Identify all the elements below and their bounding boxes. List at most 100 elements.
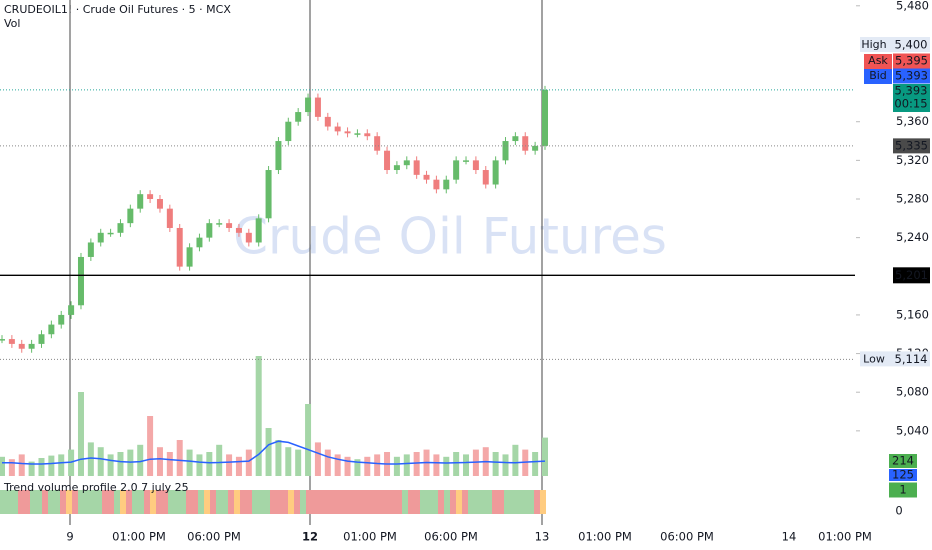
- volume-bar: [433, 454, 440, 476]
- volume-bar: [117, 452, 124, 476]
- trend-cell: [414, 490, 420, 514]
- candle: [176, 227, 183, 267]
- trend-cell: [102, 490, 108, 514]
- trend-cell: [48, 490, 54, 514]
- candle: [156, 199, 163, 209]
- trend-cell: [228, 490, 234, 514]
- trend-cell: [378, 490, 384, 514]
- volume-bar: [107, 454, 114, 476]
- x-tick-label: 06:00 PM: [424, 530, 478, 544]
- y-tick-label: 5,080: [896, 385, 929, 399]
- trend-zero: 0: [895, 504, 902, 518]
- trend-cell: [90, 490, 96, 514]
- candle: [216, 223, 223, 225]
- volume-bar: [265, 428, 272, 476]
- candle: [87, 242, 94, 257]
- trend-cell: [468, 490, 474, 514]
- candle: [68, 305, 75, 315]
- volume-bar: [87, 442, 94, 476]
- volume-bar: [28, 461, 35, 476]
- trend-cell: [144, 490, 150, 514]
- price-label: 5,393: [895, 69, 928, 83]
- trend-cell: [150, 490, 156, 514]
- trend-cell: [282, 490, 288, 514]
- candle: [413, 160, 420, 175]
- trend-cell: [204, 490, 210, 514]
- y-tick-label: 5,280: [896, 192, 929, 206]
- volume-bar: [196, 454, 203, 476]
- trend-cell: [342, 490, 348, 514]
- volume-bar: [275, 440, 282, 476]
- candle: [117, 223, 124, 233]
- volume-bar: [0, 456, 5, 476]
- trend-cell: [306, 490, 312, 514]
- price-label-box: [889, 469, 917, 481]
- trend-cell: [456, 490, 462, 514]
- volume-bar: [443, 456, 450, 476]
- candle: [295, 112, 302, 122]
- ask-tag: [864, 54, 892, 69]
- volume-bar: [156, 447, 163, 476]
- trend-cell: [84, 490, 90, 514]
- price-label: 5,201: [895, 268, 928, 282]
- watermark: Crude Oil Futures: [233, 208, 667, 266]
- high-text: High: [861, 38, 886, 51]
- candle: [344, 131, 351, 134]
- volume-bar: [334, 454, 341, 476]
- low-box: [860, 351, 930, 367]
- trend-cell: [276, 490, 282, 514]
- price-label-box: [893, 267, 930, 284]
- trend-cell: [516, 490, 522, 514]
- trend-cell: [180, 490, 186, 514]
- trend-cell: [252, 490, 258, 514]
- volume-bar: [364, 456, 371, 476]
- candle: [255, 218, 262, 243]
- trend-cell: [288, 490, 294, 514]
- price-label-box: [893, 68, 930, 84]
- y-tick-label: 5,360: [896, 114, 929, 128]
- x-tick-label: 06:00 PM: [187, 530, 241, 544]
- trend-cell: [402, 490, 408, 514]
- high-value: 5,400: [895, 38, 928, 52]
- price-label-box: [889, 454, 917, 468]
- volume-bar: [492, 452, 499, 476]
- trend-cell: [12, 490, 18, 514]
- candle: [58, 314, 65, 325]
- volume-bar: [38, 458, 45, 476]
- trend-cell: [24, 490, 30, 514]
- trend-cell: [498, 490, 504, 514]
- candle: [245, 232, 252, 243]
- price-label: 5,395: [895, 54, 928, 68]
- trend-cell: [528, 490, 534, 514]
- candle: [285, 121, 292, 142]
- low-value: 5,114: [895, 352, 928, 366]
- volume-bar: [324, 449, 331, 476]
- trend-cell: [324, 490, 330, 514]
- volume-bar: [413, 452, 420, 476]
- candle: [186, 247, 193, 267]
- x-tick-label: 12: [302, 530, 318, 544]
- candle: [265, 170, 272, 219]
- candle: [48, 324, 55, 335]
- candle: [206, 223, 213, 238]
- candle: [0, 339, 5, 341]
- trend-cell: [66, 490, 72, 514]
- volume-bar: [77, 392, 84, 476]
- volume-bar: [403, 454, 410, 476]
- volume-bar: [216, 444, 223, 476]
- trend-cell: [126, 490, 132, 514]
- volume-bar: [235, 456, 242, 476]
- volume-label: Vol: [4, 17, 20, 30]
- candle: [374, 136, 381, 151]
- candle: [127, 208, 134, 224]
- candle: [226, 223, 233, 228]
- x-tick-label: 13: [535, 530, 550, 544]
- x-tick-label: 01:00 PM: [112, 530, 166, 544]
- y-tick-label: 5,480: [896, 0, 929, 12]
- volume-bar: [176, 440, 183, 476]
- trend-cell: [60, 490, 66, 514]
- trend-cell: [198, 490, 204, 514]
- candle: [8, 339, 15, 344]
- volume-bar: [186, 449, 193, 476]
- trend-cell: [108, 490, 114, 514]
